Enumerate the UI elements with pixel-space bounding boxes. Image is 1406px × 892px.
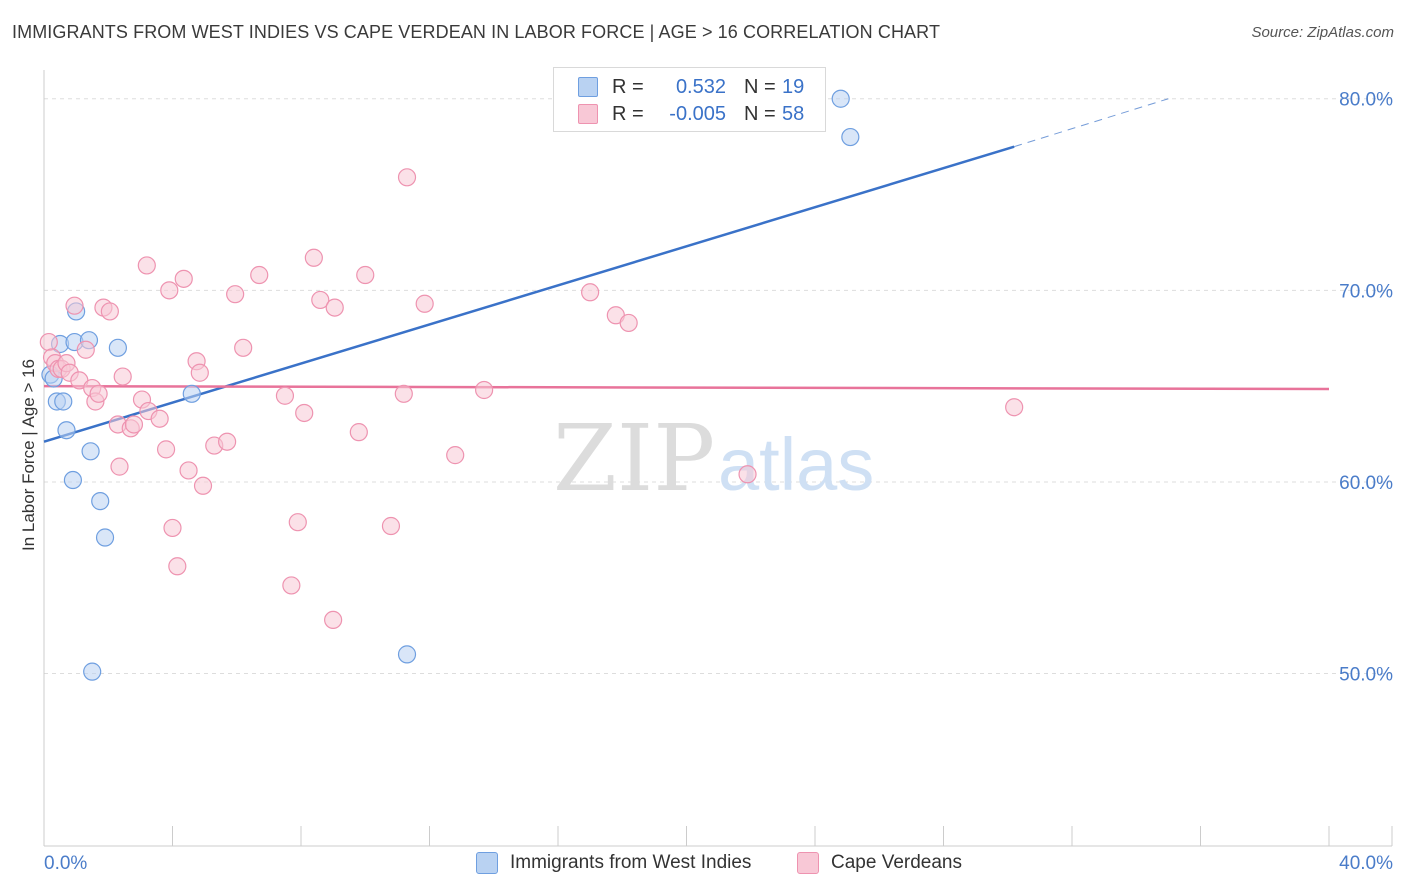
y-tick-label: 60.0% — [1339, 473, 1393, 494]
legend-n-label: N = — [744, 102, 776, 125]
point-cape-verdeans — [295, 403, 314, 423]
tick-labels: 80.0% 70.0% 60.0% 50.0% 0.0% 40.0% — [44, 90, 1393, 874]
legend-r-value: -0.005 — [669, 102, 726, 125]
y-tick-label: 50.0% — [1339, 665, 1393, 686]
point-west-indies — [397, 645, 417, 664]
point-west-indies — [57, 421, 76, 440]
legend-n-label: N = — [744, 75, 776, 98]
point-cape-verdeans — [124, 415, 144, 434]
point-cape-verdeans — [168, 557, 187, 576]
point-west-indies — [182, 384, 201, 403]
point-cape-verdeans — [581, 283, 600, 302]
point-west-indies — [831, 89, 850, 108]
legend-n-value: 58 — [782, 102, 805, 125]
point-cape-verdeans — [475, 380, 494, 400]
trend-lines — [43, 98, 1330, 443]
point-west-indies — [91, 492, 110, 511]
point-cape-verdeans — [76, 340, 95, 359]
y-tick-label: 80.0% — [1339, 90, 1393, 111]
point-cape-verdeans — [381, 516, 401, 536]
source-label: Source: ZipAtlas.com — [1251, 24, 1394, 41]
legend-r-value: 0.532 — [675, 75, 726, 98]
point-cape-verdeans — [179, 461, 198, 480]
point-cape-verdeans — [163, 518, 182, 538]
legend-r-label: R = — [612, 102, 644, 125]
point-cape-verdeans — [89, 384, 108, 403]
point-cape-verdeans — [113, 367, 132, 386]
y-tick-label: 70.0% — [1339, 281, 1393, 302]
bottom-legend-cape-verdeans: Cape Verdeans — [797, 852, 962, 874]
point-cape-verdeans — [65, 296, 84, 315]
point-cape-verdeans — [415, 294, 434, 313]
point-cape-verdeans — [1005, 398, 1024, 417]
trend-line-west-indies — [43, 145, 1015, 443]
bottom-legend-swatch-cape-verdeans — [797, 852, 819, 874]
point-cape-verdeans — [311, 290, 330, 310]
point-cape-verdeans — [137, 256, 156, 275]
legend-swatch-west-indies — [578, 77, 598, 97]
point-cape-verdeans — [325, 298, 344, 317]
point-west-indies — [841, 127, 860, 147]
data-points — [39, 89, 1024, 681]
point-cape-verdeans — [288, 513, 307, 532]
trend-line-cape-verdeans — [43, 384, 1330, 391]
x-tick-label: 0.0% — [44, 853, 87, 874]
bottom-legend-swatch-west-indies — [476, 852, 498, 874]
point-cape-verdeans — [619, 313, 638, 333]
correlation-legend: R = 0.532 N = 19 R = -0.005 N = 58 — [553, 67, 826, 132]
point-cape-verdeans — [150, 409, 169, 428]
watermark-atlas: atlas — [718, 423, 874, 506]
point-west-indies — [54, 392, 73, 411]
point-cape-verdeans — [100, 302, 119, 321]
point-cape-verdeans — [349, 423, 368, 442]
point-cape-verdeans — [110, 457, 129, 476]
legend-n-value: 19 — [782, 75, 805, 98]
point-west-indies — [83, 662, 102, 681]
watermark: ZIP atlas — [553, 405, 874, 512]
legend-row-west-indies: R = 0.532 N = 19 — [578, 73, 804, 101]
point-cape-verdeans — [193, 476, 213, 495]
point-cape-verdeans — [304, 248, 323, 267]
axes — [43, 70, 1393, 847]
point-west-indies — [81, 442, 100, 461]
point-west-indies — [108, 338, 127, 357]
point-cape-verdeans — [234, 338, 253, 357]
point-cape-verdeans — [174, 269, 193, 288]
legend-r-label: R = — [612, 75, 644, 98]
point-cape-verdeans — [226, 285, 245, 304]
point-cape-verdeans — [394, 384, 413, 403]
y-axis-label: In Labor Force | Age > 16 — [19, 358, 38, 552]
bottom-legend-label-cape-verdeans: Cape Verdeans — [831, 852, 962, 873]
legend-swatch-cape-verdeans — [578, 104, 598, 124]
point-west-indies — [63, 470, 83, 490]
legend-row-cape-verdeans: R = -0.005 N = 58 — [578, 100, 804, 128]
point-cape-verdeans — [282, 576, 301, 595]
chart-title: IMMIGRANTS FROM WEST INDIES VS CAPE VERD… — [12, 22, 941, 42]
point-west-indies — [95, 528, 115, 547]
x-tick-label: 40.0% — [1339, 853, 1393, 874]
point-cape-verdeans — [738, 465, 757, 484]
point-cape-verdeans — [356, 265, 375, 285]
bottom-legend-west-indies: Immigrants from West Indies — [476, 852, 751, 874]
point-cape-verdeans — [250, 265, 269, 285]
bottom-legend-label-west-indies: Immigrants from West Indies — [510, 852, 752, 873]
point-cape-verdeans — [160, 281, 179, 300]
point-cape-verdeans — [397, 168, 417, 187]
point-cape-verdeans — [218, 432, 237, 451]
point-cape-verdeans — [275, 386, 295, 405]
point-cape-verdeans — [156, 440, 176, 459]
point-cape-verdeans — [39, 332, 58, 352]
point-cape-verdeans — [190, 363, 209, 382]
point-cape-verdeans — [324, 610, 343, 630]
trend-line-west-indies-extension — [1014, 98, 1169, 148]
point-cape-verdeans — [446, 446, 465, 465]
watermark-zip: ZIP — [553, 405, 715, 512]
